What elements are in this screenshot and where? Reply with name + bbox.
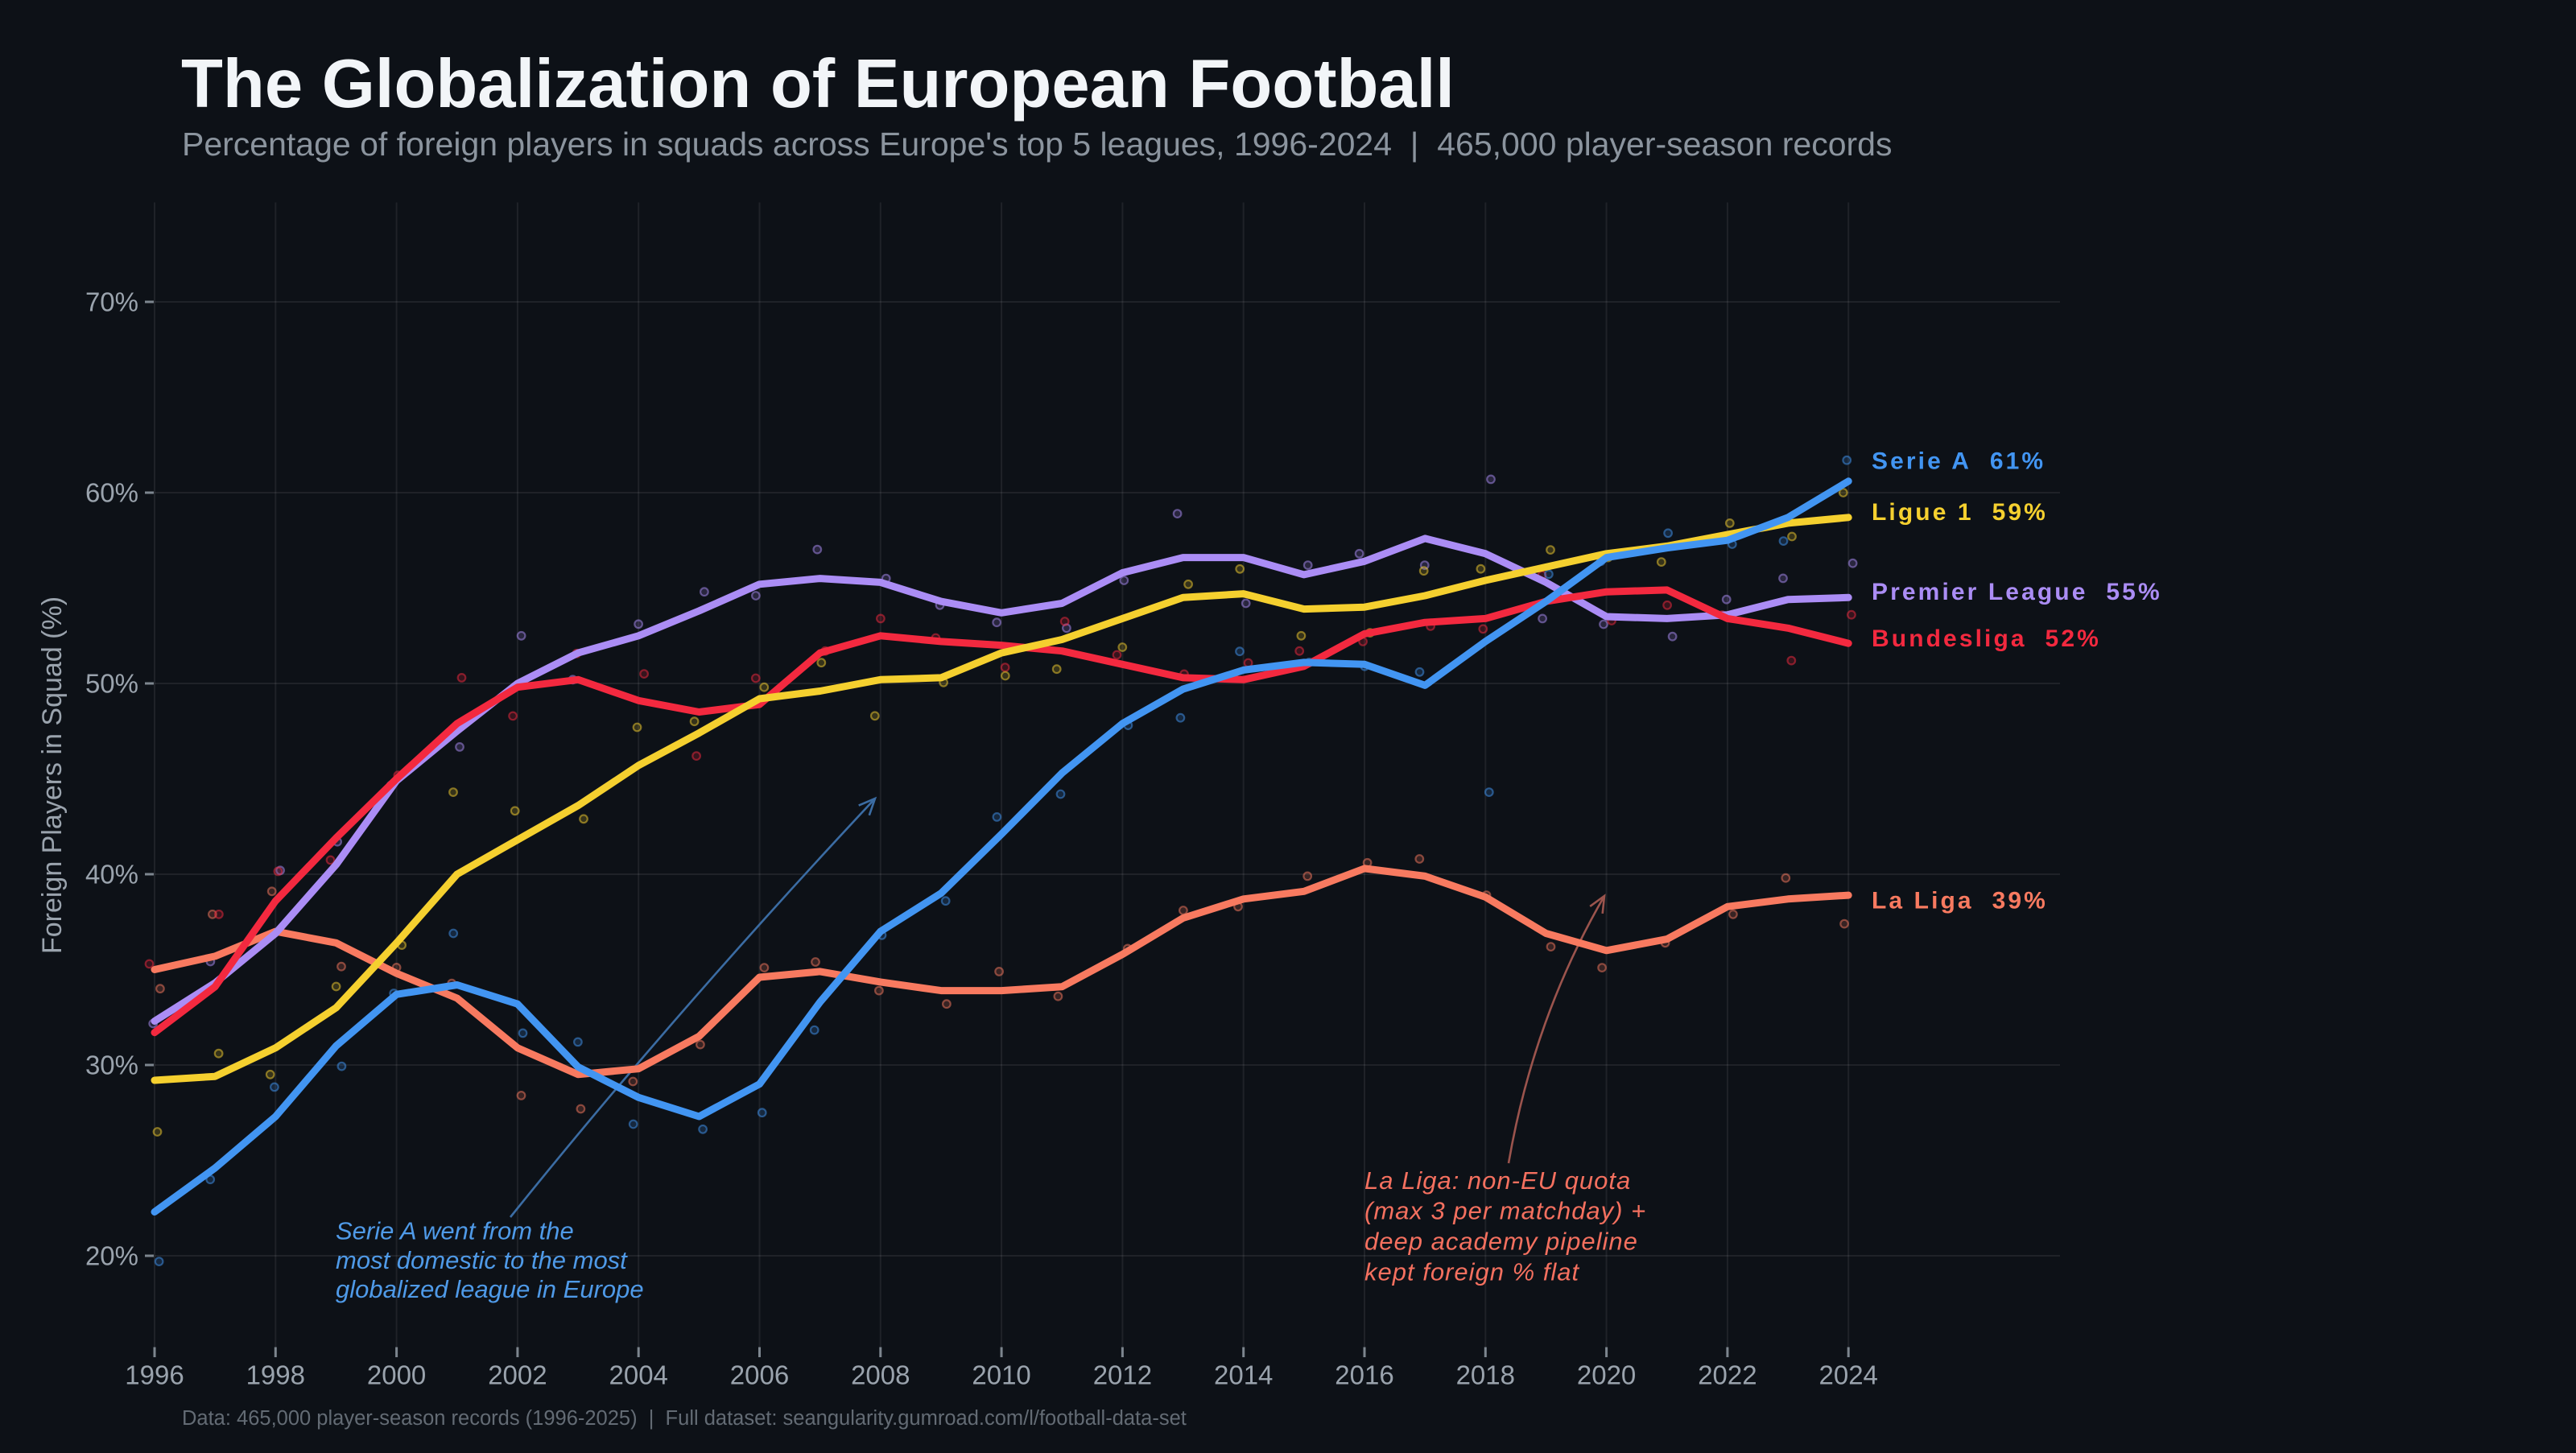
- svg-text:La Liga 39%: La Liga 39%: [1872, 888, 2048, 914]
- svg-text:Ligue 1 59%: Ligue 1 59%: [1872, 499, 2048, 526]
- svg-text:Serie A 61%: Serie A 61%: [1872, 448, 2046, 475]
- svg-text:2002: 2002: [488, 1360, 547, 1390]
- svg-text:kept foreign % flat: kept foreign % flat: [1364, 1257, 1580, 1286]
- svg-text:2010: 2010: [972, 1360, 1030, 1390]
- svg-text:2016: 2016: [1335, 1360, 1393, 1390]
- svg-text:2012: 2012: [1093, 1360, 1152, 1390]
- svg-text:70%: 70%: [85, 287, 138, 317]
- svg-text:Serie A went from the: Serie A went from the: [336, 1217, 574, 1245]
- svg-text:2024: 2024: [1818, 1360, 1877, 1390]
- svg-text:Premier League 55%: Premier League 55%: [1872, 579, 2162, 605]
- svg-text:most domestic to the most: most domestic to the most: [336, 1246, 628, 1274]
- svg-text:2000: 2000: [367, 1360, 426, 1390]
- svg-text:Percentage of foreign players: Percentage of foreign players in squads …: [182, 126, 1892, 163]
- svg-text:globalized league in Europe: globalized league in Europe: [336, 1275, 644, 1303]
- svg-text:2008: 2008: [851, 1360, 910, 1390]
- svg-text:2020: 2020: [1577, 1360, 1636, 1390]
- svg-text:1998: 1998: [246, 1360, 305, 1390]
- svg-text:2018: 2018: [1456, 1360, 1515, 1390]
- svg-text:2022: 2022: [1698, 1360, 1757, 1390]
- svg-text:Foreign Players in Squad (%): Foreign Players in Squad (%): [37, 596, 68, 954]
- svg-text:30%: 30%: [85, 1051, 138, 1080]
- svg-text:1996: 1996: [125, 1360, 184, 1390]
- svg-text:deep academy pipeline: deep academy pipeline: [1364, 1228, 1638, 1256]
- svg-text:60%: 60%: [85, 478, 138, 508]
- svg-text:La Liga: non-EU quota: La Liga: non-EU quota: [1364, 1166, 1631, 1195]
- svg-text:50%: 50%: [85, 669, 138, 699]
- svg-text:Data: 465,000 player-season re: Data: 465,000 player-season records (199…: [182, 1407, 1187, 1430]
- svg-text:40%: 40%: [85, 860, 138, 890]
- svg-text:2004: 2004: [609, 1360, 667, 1390]
- svg-text:20%: 20%: [85, 1241, 138, 1271]
- svg-text:(max 3 per matchday) +: (max 3 per matchday) +: [1364, 1197, 1646, 1225]
- svg-text:2014: 2014: [1214, 1360, 1273, 1390]
- svg-text:Bundesliga 52%: Bundesliga 52%: [1872, 625, 2101, 652]
- svg-text:The Globalization of European: The Globalization of European Football: [181, 46, 1455, 122]
- svg-text:2006: 2006: [730, 1360, 789, 1390]
